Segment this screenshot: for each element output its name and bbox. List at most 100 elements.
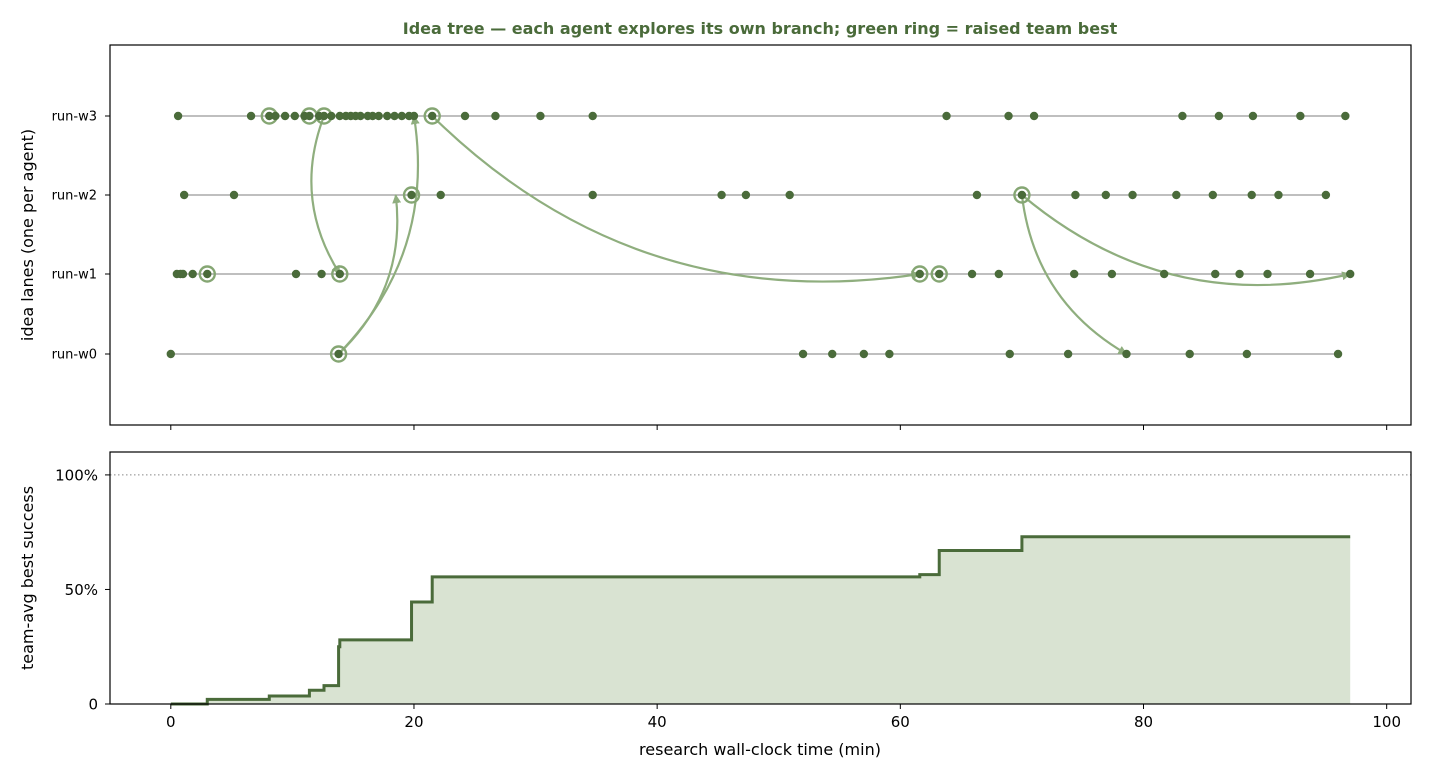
team-best-ring-run-w1 — [331, 265, 349, 283]
team-best-ring-run-w2 — [1013, 186, 1031, 204]
idea-point-run-w1 — [178, 269, 188, 279]
idea-point-run-w2 — [1274, 190, 1283, 200]
idea-point-run-w3 — [390, 111, 399, 121]
idea-point-run-w3 — [271, 111, 280, 121]
branch-arrow — [1021, 194, 1352, 287]
idea-point-run-w0 — [798, 349, 808, 359]
idea-point-run-w3 — [1296, 111, 1305, 121]
idea-point-run-w3 — [1029, 111, 1039, 121]
idea-point-run-w1 — [1211, 269, 1220, 279]
idea-point-run-w3 — [374, 111, 383, 121]
team-best-ring-run-w2 — [402, 186, 421, 204]
lane-label-run-w2: run-w2 — [52, 189, 97, 204]
idea-point-run-w3 — [335, 111, 345, 121]
idea-point-run-w0 — [885, 349, 894, 359]
branch-arrow — [1020, 194, 1128, 355]
idea-point-run-w2 — [436, 190, 445, 200]
idea-point-run-w3 — [536, 111, 545, 121]
idea-point-run-w1 — [1346, 269, 1355, 279]
idea-point-run-w1 — [1159, 269, 1169, 279]
idea-point-run-w3 — [246, 111, 256, 121]
idea-point-run-w3 — [1341, 111, 1350, 121]
idea-point-run-w0 — [166, 349, 175, 359]
idea-point-run-w0 — [1063, 349, 1073, 359]
idea-point-run-w2 — [1101, 190, 1111, 200]
idea-point-run-w3 — [368, 111, 377, 121]
idea-point-run-w1 — [915, 269, 924, 279]
idea-point-run-w3 — [428, 111, 437, 121]
idea-point-run-w3 — [305, 111, 314, 121]
x-tick-label: 0 — [166, 713, 176, 731]
idea-point-run-w2 — [1208, 190, 1218, 200]
branch-arrows — [310, 115, 1352, 355]
team-best-ring-run-w1 — [198, 265, 216, 283]
idea-point-run-w2 — [1172, 190, 1181, 200]
bottom-y-axis-label: team-avg best success — [18, 486, 37, 670]
branch-arrow — [337, 115, 420, 355]
lane-tick-labels: run-w0 run-w1 run-w2 run-w3 — [52, 110, 110, 363]
idea-point-run-w3 — [460, 111, 470, 121]
idea-point-run-w3 — [409, 111, 419, 121]
idea-point-run-w0 — [334, 349, 343, 359]
idea-point-run-w3 — [942, 111, 951, 121]
team-best-ring-run-w1 — [930, 265, 948, 283]
idea-point-run-w1 — [188, 269, 197, 279]
idea-point-run-w2 — [588, 190, 597, 200]
bottom-y-ticks: 0 50% 100% — [55, 466, 110, 714]
idea-points — [166, 111, 1355, 359]
idea-point-run-w2 — [1128, 190, 1137, 200]
branch-arrow — [310, 115, 341, 275]
idea-point-run-w0 — [859, 349, 869, 359]
idea-point-run-w1 — [335, 269, 345, 279]
idea-point-run-w3 — [588, 111, 597, 121]
idea-point-run-w2 — [1247, 190, 1256, 200]
idea-point-run-w3 — [173, 111, 183, 121]
idea-point-run-w0 — [1185, 349, 1194, 359]
idea-point-run-w2 — [741, 190, 751, 200]
top-y-axis-label: idea lanes (one per agent) — [18, 129, 37, 341]
idea-point-run-w0 — [1122, 349, 1131, 359]
idea-point-run-w2 — [785, 190, 794, 200]
idea-point-run-w3 — [1004, 111, 1013, 121]
idea-point-run-w0 — [1005, 349, 1014, 359]
bottom-panel: 0 50% 100% 0 20 40 60 80 100 team-avg best succ… — [18, 451, 1412, 759]
top-plot-frame — [109, 44, 1412, 426]
y-tick-label: 0 — [88, 696, 98, 714]
idea-point-run-w3 — [383, 111, 392, 121]
idea-point-run-w0 — [1333, 349, 1343, 359]
idea-point-run-w1 — [1305, 269, 1315, 279]
idea-point-run-w1 — [317, 269, 326, 279]
idea-point-run-w3 — [356, 111, 365, 121]
idea-point-run-w1 — [1107, 269, 1117, 279]
idea-point-run-w3 — [280, 111, 290, 121]
team-best-ring-run-w1 — [911, 265, 929, 283]
idea-point-run-w2 — [717, 190, 726, 200]
idea-point-run-w1 — [291, 269, 301, 279]
bottom-x-ticks: 0 20 40 60 80 100 — [166, 704, 1401, 731]
top-panel: run-w0 run-w1 run-w2 run-w3 idea lanes (one… — [18, 44, 1412, 430]
idea-point-run-w3 — [1248, 111, 1258, 121]
y-tick-label: 50% — [65, 581, 98, 599]
team-best-ring-run-w0 — [329, 345, 348, 363]
team-best-rings — [198, 107, 1031, 363]
top-x-ticks — [170, 425, 1388, 430]
idea-point-run-w1 — [1235, 269, 1244, 279]
idea-point-run-w2 — [229, 190, 239, 200]
x-tick-label: 80 — [1134, 713, 1153, 731]
idea-point-run-w2 — [972, 190, 982, 200]
success-area-fill — [170, 536, 1351, 704]
idea-point-run-w1 — [1069, 269, 1079, 279]
idea-point-run-w0 — [828, 349, 837, 359]
idea-point-run-w3 — [397, 111, 407, 121]
x-tick-label: 60 — [891, 713, 910, 731]
idea-point-run-w0 — [1242, 349, 1252, 359]
bottom-plot-frame — [109, 451, 1412, 705]
idea-point-run-w1 — [935, 269, 944, 279]
y-tick-label: 100% — [55, 466, 98, 484]
idea-point-run-w3 — [319, 111, 329, 121]
x-axis-label: research wall-clock time (min) — [639, 740, 881, 759]
idea-point-run-w3 — [265, 111, 274, 121]
x-tick-label: 40 — [648, 713, 667, 731]
team-best-ring-run-w3 — [423, 107, 441, 125]
